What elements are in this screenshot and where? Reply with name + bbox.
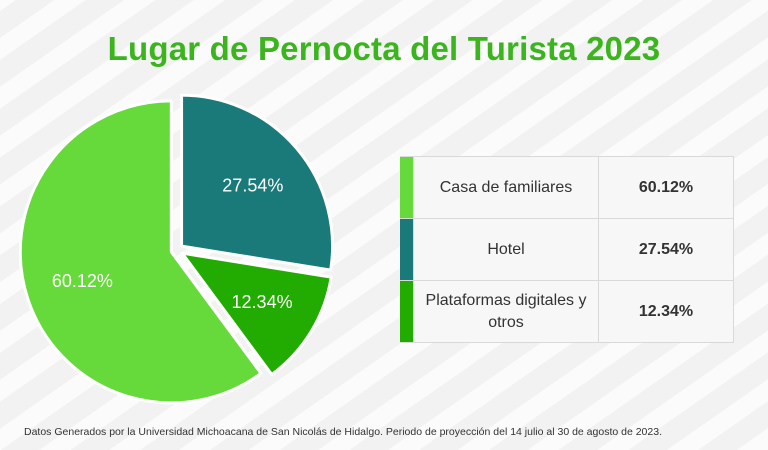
- pie-slice-label: 27.54%: [222, 175, 283, 195]
- legend-row: Casa de familiares 60.12%: [400, 156, 734, 219]
- pie-slice: [180, 251, 333, 377]
- legend-value: 12.34%: [598, 280, 734, 343]
- pie-slice-label: 60.12%: [52, 271, 113, 291]
- chart-title: Lugar de Pernocta del Turista 2023: [107, 30, 661, 67]
- footer-note: Datos Generados por la Universidad Micho…: [24, 426, 662, 438]
- legend-table: Casa de familiares 60.12% Hotel 27.54% P…: [400, 156, 734, 343]
- legend-label: Hotel: [413, 218, 599, 281]
- pie-slice-label: 12.34%: [232, 292, 293, 312]
- legend-label: Casa de familiares: [413, 156, 599, 219]
- legend-swatch: [400, 156, 414, 219]
- legend-label: Plataformas digitales y otros: [413, 280, 599, 343]
- pie-slice: [180, 93, 335, 272]
- legend-value: 27.54%: [598, 218, 734, 281]
- legend-swatch: [400, 280, 414, 343]
- legend-row: Hotel 27.54%: [400, 218, 734, 281]
- legend-row: Plataformas digitales y otros 12.34%: [400, 280, 734, 343]
- legend-swatch: [400, 218, 414, 281]
- pie-slice: [18, 99, 263, 405]
- legend-value: 60.12%: [598, 156, 734, 219]
